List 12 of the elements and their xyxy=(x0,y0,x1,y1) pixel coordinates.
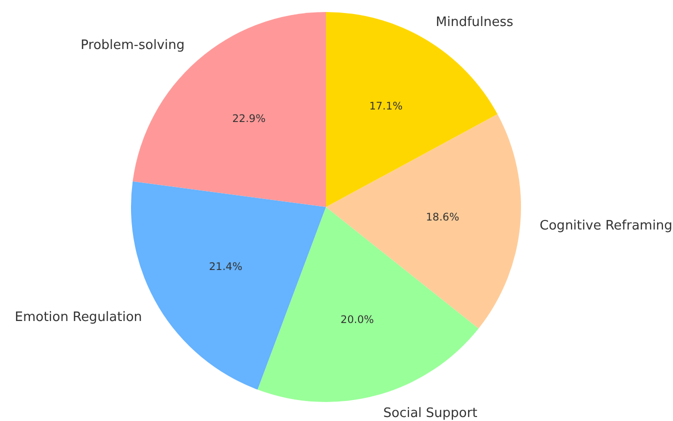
slice-label: Problem-solving xyxy=(80,38,185,54)
data-label: 18.6% xyxy=(426,211,460,224)
slice-label: Emotion Regulation xyxy=(14,310,142,325)
slice-label: Cognitive Reframing xyxy=(540,218,672,234)
pie-slice xyxy=(326,114,521,328)
data-label: 22.9% xyxy=(232,112,266,125)
slice-label: Mindfulness xyxy=(436,15,514,30)
data-label: 17.1% xyxy=(369,100,403,112)
data-label: 21.4% xyxy=(208,261,242,274)
data-label: 20.0% xyxy=(340,314,374,326)
slice-label: Social Support xyxy=(383,406,478,421)
pie-slice xyxy=(258,207,479,402)
